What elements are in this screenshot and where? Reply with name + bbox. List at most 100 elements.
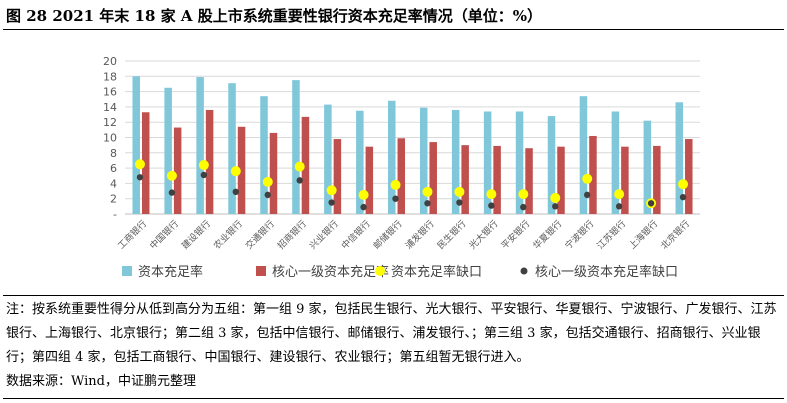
legend-swatch [122, 266, 132, 276]
middle-rule [3, 295, 784, 296]
point-capital-gap [230, 166, 241, 177]
bar-capital-ratio [388, 100, 396, 214]
y-tick-label: 6 [110, 162, 117, 175]
bar-core-tier1-ratio [621, 146, 629, 214]
x-tick-label: 建设银行 [179, 218, 213, 252]
data-source: 数据来源：Wind，中证鹏元整理 [6, 374, 196, 389]
x-tick-label: 浦发银行 [403, 218, 437, 252]
point-core-tier1-gap [360, 203, 367, 211]
point-core-tier1-gap [552, 203, 559, 210]
point-core-tier1-gap [520, 203, 527, 211]
point-capital-gap [678, 179, 689, 190]
point-capital-gap [486, 189, 497, 200]
legend-swatch [520, 267, 528, 275]
legend-swatch [375, 266, 385, 276]
point-capital-gap [390, 179, 401, 190]
top-rule [3, 29, 784, 30]
point-capital-gap [198, 160, 209, 171]
bar-capital-ratio [419, 107, 428, 214]
bar-core-tier1-ratio [461, 145, 469, 214]
bar-capital-ratio [451, 109, 460, 214]
bar-core-tier1-ratio [557, 146, 565, 214]
bar-core-tier1-ratio [397, 138, 406, 214]
point-capital-gap [582, 173, 593, 184]
bar-marks [132, 76, 693, 214]
point-capital-gap [294, 161, 305, 172]
legend-label: 资本充足率 [138, 264, 203, 280]
bar-capital-ratio [579, 96, 588, 214]
x-tick-label: 中信银行 [339, 218, 373, 252]
bar-capital-ratio [260, 96, 268, 214]
x-axis-ticks: 工商银行 中国银行 建设银行 农业银行 交通银行 招商银行 兴业银行 中信银行 邮储银行 浦发银行… [115, 218, 692, 252]
point-core-tier1-gap [647, 200, 655, 207]
y-tick-label: 14 [103, 101, 117, 114]
chart-legend: 资本充足率 核心一级资本充足率 资本充足率缺口 核心一级资本充足率缺口 [122, 264, 678, 280]
point-core-tier1-gap [296, 177, 303, 184]
bar-core-tier1-ratio [141, 112, 150, 214]
point-capital-gap [614, 189, 625, 200]
x-tick-label: 江苏银行 [594, 218, 628, 252]
x-tick-label: 中国银行 [147, 218, 181, 252]
point-core-tier1-gap [488, 202, 495, 209]
point-capital-gap [422, 186, 433, 197]
bar-capital-ratio [611, 111, 620, 214]
bottom-rule [3, 398, 784, 399]
y-axis-ticks: - 2 4 6 8 10 12 14 16 18 20 [103, 55, 117, 221]
gridlines [125, 60, 700, 215]
x-tick-label: 上海银行 [626, 218, 660, 252]
x-tick-label: 光大银行 [467, 218, 501, 252]
point-capital-gap [262, 176, 273, 187]
legend-label: 核心一级资本充足率 [272, 264, 389, 280]
bar-core-tier1-ratio [205, 109, 214, 214]
bar-capital-ratio [356, 110, 364, 214]
bar-capital-ratio [228, 83, 236, 214]
bar-core-tier1-ratio [173, 127, 182, 214]
bar-capital-ratio [164, 87, 172, 214]
bar-core-tier1-ratio [237, 126, 246, 214]
x-tick-label: 华夏银行 [530, 218, 564, 252]
y-tick-label: - [113, 208, 117, 221]
point-core-tier1-gap [583, 191, 591, 199]
bar-core-tier1-ratio [589, 135, 597, 214]
point-core-tier1-gap [615, 203, 623, 210]
bar-core-tier1-ratio [269, 132, 278, 214]
bar-capital-ratio [547, 116, 556, 214]
point-core-tier1-gap [679, 193, 687, 201]
point-core-tier1-gap [264, 191, 271, 199]
bar-core-tier1-ratio [525, 148, 533, 214]
x-tick-label: 北京银行 [658, 218, 692, 252]
point-core-tier1-gap [424, 200, 431, 207]
legend-label: 核心一级资本充足率缺口 [535, 264, 678, 280]
figure-title: 图 28 2021 年末 18 家 A 股上市系统重要性银行资本充足率情况（单位… [6, 7, 542, 25]
x-tick-label: 兴业银行 [307, 218, 341, 252]
point-capital-gap [166, 170, 177, 181]
x-tick-label: 农业银行 [211, 218, 245, 252]
point-core-tier1-gap [392, 195, 399, 202]
point-capital-gap [326, 185, 337, 196]
y-tick-label: 10 [103, 132, 117, 145]
bar-capital-ratio [483, 111, 492, 214]
point-core-tier1-gap [232, 188, 240, 196]
bar-capital-ratio [675, 102, 684, 214]
y-tick-label: 2 [110, 193, 117, 206]
point-core-tier1-gap [136, 174, 144, 181]
bar-capital-ratio [292, 80, 300, 214]
bar-capital-ratio [324, 104, 332, 214]
y-tick-label: 8 [110, 147, 117, 160]
point-capital-gap [550, 192, 561, 203]
x-tick-label: 宁波银行 [562, 218, 596, 252]
y-tick-label: 16 [103, 86, 117, 99]
point-capital-gap [518, 189, 529, 200]
point-core-tier1-gap [456, 199, 463, 206]
capital-adequacy-chart: - 2 4 6 8 10 12 14 16 18 20 工商银行 中国银行 建设银行 农业银行 交通银行 招商… [103, 55, 700, 280]
bar-capital-ratio [515, 111, 524, 214]
x-tick-label: 交通银行 [243, 218, 277, 252]
x-tick-label: 民生银行 [435, 218, 469, 252]
bar-core-tier1-ratio [653, 145, 661, 214]
bar-core-tier1-ratio [333, 139, 342, 214]
bar-core-tier1-ratio [493, 145, 501, 214]
y-tick-label: 18 [103, 70, 117, 83]
legend-swatch [256, 266, 266, 276]
point-capital-gap [134, 159, 145, 170]
bar-capital-ratio [132, 76, 140, 214]
